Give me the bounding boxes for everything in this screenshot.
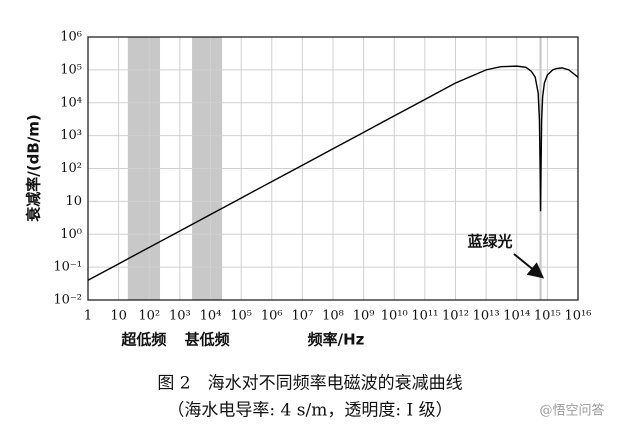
- x-tick-label: 10⁵: [230, 309, 252, 324]
- y-tick-label: 10⁻¹: [53, 260, 82, 275]
- annotation: 蓝绿光: [467, 233, 512, 251]
- y-tick-label: 10: [65, 194, 82, 209]
- x-tick-label: 10¹²: [442, 309, 469, 324]
- x-tick-label: 10¹⁴: [503, 309, 530, 324]
- band-label: 甚低频: [185, 331, 230, 349]
- x-tick-label: 10¹⁵: [534, 309, 561, 324]
- x-axis-title: 频率/Hz: [308, 331, 365, 349]
- y-tick-label: 10³: [60, 128, 82, 143]
- y-axis-title: 衰减率/(dB/m): [25, 114, 43, 222]
- x-tick-label: 10¹³: [473, 309, 500, 324]
- x-tick-label: 10⁶: [261, 309, 283, 324]
- x-tick-label: 10³: [169, 309, 191, 324]
- x-tick-label: 10: [110, 309, 127, 324]
- plot-frame: [87, 36, 579, 301]
- y-tick-label: 10⁴: [60, 95, 82, 110]
- x-tick-label: 10⁴: [200, 309, 222, 324]
- attenuation-curve: [87, 65, 579, 281]
- y-tick-label: 10²: [60, 161, 82, 176]
- x-tick-label: 1: [84, 309, 92, 324]
- x-tick-label: 10²: [138, 309, 160, 324]
- annotation-arrow: [513, 253, 545, 279]
- y-tick-label: 10⁻²: [53, 293, 82, 308]
- y-tick-label: 10⁶: [60, 30, 82, 45]
- x-tick-label: 10⁸: [322, 309, 344, 324]
- caption: 图 2 海水对不同频率电磁波的衰减曲线: [157, 374, 462, 394]
- watermark: @悟空问答: [539, 403, 604, 419]
- x-tick-label: 10¹⁰: [381, 309, 408, 324]
- band-label: 超低频: [120, 331, 166, 349]
- x-tick-label: 10⁹: [353, 309, 375, 324]
- y-tick-label: 10⁰: [60, 227, 82, 242]
- plot: [87, 36, 579, 301]
- x-tick-label: 10¹⁶: [565, 309, 592, 324]
- x-tick-label: 10⁷: [291, 309, 313, 324]
- x-tick-label: 10¹¹: [411, 309, 438, 324]
- y-tick-label: 10⁵: [60, 62, 82, 77]
- subcaption: （海水电导率: 4 s/m，透明度: I 级）: [167, 401, 452, 421]
